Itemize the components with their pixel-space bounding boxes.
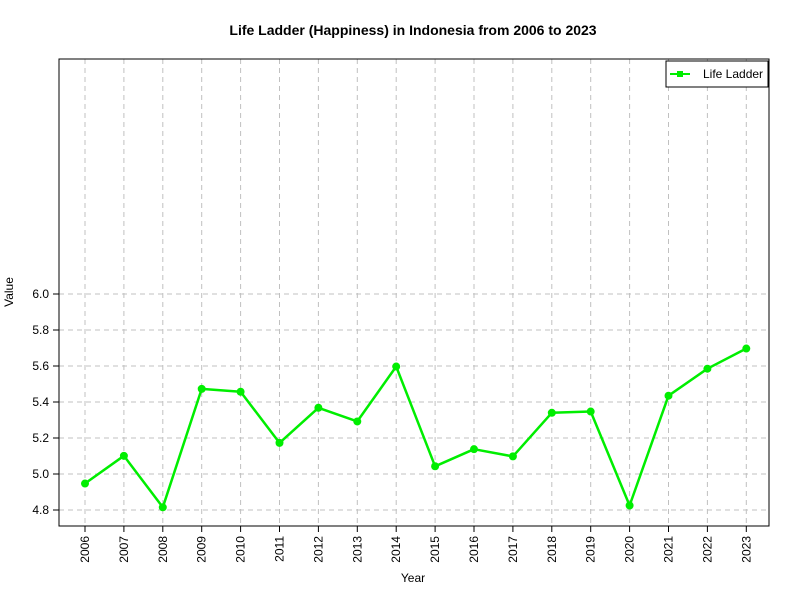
data-point xyxy=(275,438,284,447)
data-point xyxy=(703,364,712,373)
data-point xyxy=(547,408,556,417)
y-tick-label: 4.8 xyxy=(32,503,49,517)
grid xyxy=(59,59,769,526)
data-point xyxy=(158,503,167,512)
x-tick-label: 2015 xyxy=(428,536,442,563)
x-tick-label: 2010 xyxy=(234,536,248,563)
x-tick-label: 2018 xyxy=(545,536,559,563)
data-point xyxy=(81,479,89,488)
data-point xyxy=(392,362,401,371)
data-point xyxy=(236,387,245,396)
x-tick-label: 2009 xyxy=(195,536,209,563)
series-group xyxy=(81,344,751,512)
data-point xyxy=(664,391,673,400)
x-tick-label: 2013 xyxy=(350,536,364,563)
y-tick-label: 5.4 xyxy=(32,395,49,409)
y-tick-label: 5.2 xyxy=(32,431,49,445)
data-point xyxy=(508,452,517,461)
x-tick-label: 2021 xyxy=(662,536,676,563)
x-tick-label: 2012 xyxy=(311,536,325,563)
legend-label: Life Ladder xyxy=(703,67,763,81)
x-tick-label: 2020 xyxy=(623,536,637,563)
data-point xyxy=(625,501,634,510)
x-tick-label: 2016 xyxy=(467,536,481,563)
chart-title: Life Ladder (Happiness) in Indonesia fro… xyxy=(229,22,596,38)
y-axis: 4.8 5.0 5.2 5.4 5.6 5.8 6.0 xyxy=(32,287,59,517)
x-axis-label: Year xyxy=(401,571,425,585)
x-tick-label: 2008 xyxy=(156,536,170,563)
y-tick-label: 5.0 xyxy=(32,467,49,481)
x-tick-label: 2019 xyxy=(584,536,598,563)
y-tick-label: 5.6 xyxy=(32,359,49,373)
x-tick-label: 2017 xyxy=(506,536,520,563)
data-point xyxy=(431,462,440,471)
x-tick-label: 2007 xyxy=(117,536,131,563)
data-point xyxy=(586,407,595,416)
x-tick-label: 2014 xyxy=(389,536,403,563)
data-point xyxy=(742,344,751,353)
x-tick-label: 2006 xyxy=(78,536,92,563)
data-point xyxy=(470,445,478,454)
y-tick-label: 6.0 xyxy=(32,287,49,301)
legend: Life Ladder xyxy=(665,60,769,88)
x-tick-label: 2011 xyxy=(273,536,287,562)
data-point xyxy=(314,403,323,412)
y-tick-label: 5.8 xyxy=(32,323,49,337)
y-axis-label: Value xyxy=(2,277,16,307)
plot-border xyxy=(58,58,770,527)
data-point xyxy=(353,417,362,426)
x-tick-label: 2022 xyxy=(700,536,714,563)
x-axis: 2006 2007 2008 2009 2010 2011 2012 2013 2014 2015… xyxy=(78,526,753,563)
x-tick-label: 2023 xyxy=(739,536,753,563)
legend-marker xyxy=(677,71,683,77)
data-point xyxy=(119,451,128,460)
data-point xyxy=(197,384,206,393)
series-line xyxy=(84,347,747,509)
